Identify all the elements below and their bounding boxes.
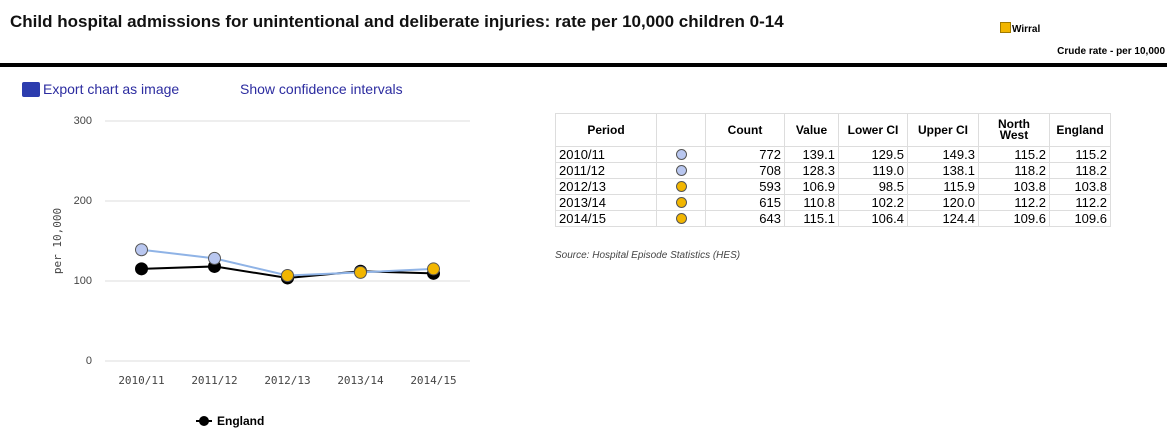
legend-label: England xyxy=(217,414,264,428)
point xyxy=(135,243,148,257)
x-tick-label: 2013/14 xyxy=(337,374,384,387)
table-cell: 106.9 xyxy=(784,178,839,195)
table-cell: 118.2 xyxy=(1049,162,1111,179)
export-icon[interactable] xyxy=(22,82,40,97)
ci-link[interactable]: Show confidence intervals xyxy=(240,81,403,97)
marker-header xyxy=(656,113,706,147)
table-cell: 129.5 xyxy=(838,146,908,163)
y-tick-label: 200 xyxy=(74,195,92,207)
x-tick-label: 2012/13 xyxy=(264,374,310,387)
source: Source: Hospital Episode Statistics (HES… xyxy=(555,250,741,261)
table-cell: 115.9 xyxy=(907,178,979,195)
table-cell: 110.8 xyxy=(784,194,839,211)
table-row: 2013/14 615 110.8 102.2 120.0 112.2 112.2 xyxy=(555,194,1111,211)
marker-cell xyxy=(656,162,706,179)
table-cell: 98.5 xyxy=(838,178,908,195)
table-cell: 103.8 xyxy=(978,178,1050,195)
table-cell: 139.1 xyxy=(784,146,839,163)
point xyxy=(208,251,221,265)
y-tick-label: 300 xyxy=(74,115,92,127)
marker-cell xyxy=(656,194,706,211)
table-cell: 2013/14 xyxy=(555,194,657,211)
table-cell: 2014/15 xyxy=(555,210,657,227)
title: Child hospital admissions for unintentio… xyxy=(10,12,784,31)
table-row: 2010/11 772 139.1 129.5 149.3 115.2 115.2 xyxy=(555,146,1111,163)
marker-dot xyxy=(675,165,687,176)
table-cell: 138.1 xyxy=(907,162,979,179)
marker-cell xyxy=(656,210,706,227)
table-row: 2012/13 593 106.9 98.5 115.9 103.8 103.8 xyxy=(555,178,1111,195)
column-header: Lower CI xyxy=(838,113,908,147)
table-cell: 102.2 xyxy=(838,194,908,211)
table-row: 2011/12 708 128.3 119.0 138.1 118.2 118.2 xyxy=(555,162,1111,179)
table-row: 2014/15 643 115.1 106.4 124.4 109.6 109.6 xyxy=(555,210,1111,227)
table-cell: 120.0 xyxy=(907,194,979,211)
table-cell: 2011/12 xyxy=(555,162,657,179)
table-cell: 115.2 xyxy=(978,146,1050,163)
marker-cell xyxy=(656,178,706,195)
column-header: Count xyxy=(705,113,785,147)
table-cell: 109.6 xyxy=(978,210,1050,227)
marker-dot xyxy=(675,197,687,208)
table-cell: 109.6 xyxy=(1049,210,1111,227)
column-header: Period xyxy=(555,113,657,147)
column-header: England xyxy=(1049,113,1111,147)
x-tick-label: 2010/11 xyxy=(118,374,164,387)
marker-dot xyxy=(675,149,687,160)
subtitle: Crude rate - per 10,000 xyxy=(1057,46,1165,57)
column-header: Value xyxy=(784,113,839,147)
table-cell: 124.4 xyxy=(907,210,979,227)
table-cell: 112.2 xyxy=(1049,194,1111,211)
data-table: Period Count Value Lower CI Upper CI North We… xyxy=(555,113,1111,227)
table-cell: 772 xyxy=(705,146,785,163)
x-tick-label: 2011/12 xyxy=(191,374,237,387)
table-cell: 615 xyxy=(705,194,785,211)
table-cell: 118.2 xyxy=(978,162,1050,179)
table-cell: 112.2 xyxy=(978,194,1050,211)
marker-cell xyxy=(656,146,706,163)
y-tick-label: 100 xyxy=(74,275,92,287)
export-link[interactable]: Export chart as image xyxy=(43,81,180,97)
point xyxy=(354,265,367,279)
table-cell: 593 xyxy=(705,178,785,195)
y-axis-label: per 10,000 xyxy=(51,208,64,274)
table-cell: 115.1 xyxy=(784,210,839,227)
table-cell: 708 xyxy=(705,162,785,179)
table-cell: 119.0 xyxy=(838,162,908,179)
legend-swatch xyxy=(1000,22,1011,33)
table-cell: 103.8 xyxy=(1049,178,1111,195)
table-cell: 2012/13 xyxy=(555,178,657,195)
legend-marker xyxy=(199,416,209,426)
table-cell: 2010/11 xyxy=(555,146,657,163)
legend-label: Wirral xyxy=(1012,24,1041,35)
x-tick-label: 2014/15 xyxy=(410,374,456,387)
point xyxy=(281,268,294,282)
point xyxy=(427,262,440,276)
table-cell: 643 xyxy=(705,210,785,227)
point xyxy=(135,262,148,276)
table-cell: 115.2 xyxy=(1049,146,1111,163)
table-cell: 149.3 xyxy=(907,146,979,163)
marker-dot xyxy=(675,181,687,192)
rule xyxy=(0,63,1167,67)
legend-wirral: Wirral xyxy=(1000,22,1040,35)
table-cell: 128.3 xyxy=(784,162,839,179)
table-cell: 106.4 xyxy=(838,210,908,227)
column-header: North West xyxy=(978,113,1050,147)
column-header: Upper CI xyxy=(907,113,979,147)
chart: 0 100 200 300 per 10,000 2010/11 2011/12 2012/1… xyxy=(51,115,470,428)
marker-dot xyxy=(675,213,687,224)
y-tick-label: 0 xyxy=(86,355,92,367)
